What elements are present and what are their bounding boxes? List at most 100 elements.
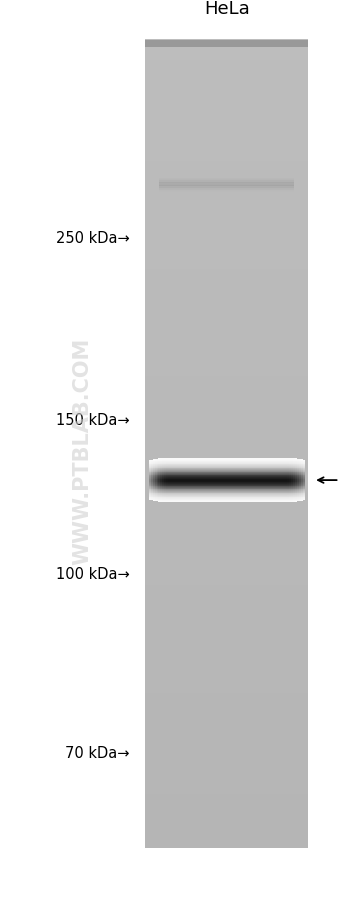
Bar (252, 487, 254, 488)
Bar (190, 464, 192, 465)
Bar (180, 481, 182, 483)
Bar (252, 494, 254, 496)
Bar (172, 470, 174, 471)
Bar (244, 495, 246, 497)
Bar (195, 489, 198, 491)
Bar (149, 478, 151, 480)
Bar (229, 460, 231, 462)
Bar (205, 491, 208, 492)
Bar (151, 498, 153, 500)
Bar (258, 461, 260, 463)
Bar (277, 471, 280, 473)
Bar (221, 473, 223, 474)
Bar (242, 464, 245, 465)
Bar (264, 465, 266, 467)
Bar (297, 466, 299, 468)
Bar (201, 473, 204, 474)
Bar (283, 458, 285, 460)
Bar (186, 482, 188, 483)
Bar (178, 482, 180, 483)
Bar (293, 493, 295, 495)
Bar (199, 459, 202, 461)
Bar (182, 489, 184, 491)
Bar (155, 485, 157, 487)
Bar (190, 460, 192, 462)
Bar (229, 461, 231, 463)
Bar (302, 471, 305, 473)
Bar (297, 488, 299, 490)
Bar (211, 461, 213, 463)
Bar (213, 475, 215, 477)
Bar (178, 472, 180, 474)
Bar (225, 483, 227, 485)
Bar (279, 492, 281, 494)
Bar (248, 499, 250, 501)
Bar (301, 480, 303, 482)
Bar (190, 480, 192, 482)
Bar (219, 487, 221, 489)
Bar (236, 470, 239, 471)
Bar (194, 474, 196, 475)
Bar (229, 492, 231, 493)
Bar (254, 466, 256, 468)
Bar (153, 466, 155, 468)
Bar (203, 482, 205, 483)
Bar (199, 501, 202, 502)
Bar (166, 481, 169, 483)
Bar (287, 482, 289, 483)
Bar (166, 462, 169, 464)
Bar (162, 495, 165, 497)
Bar (162, 483, 165, 485)
Bar (267, 481, 270, 483)
Bar (156, 467, 159, 469)
Bar (238, 458, 240, 460)
Bar (215, 462, 217, 464)
Bar (182, 465, 184, 466)
Bar (211, 458, 213, 460)
Bar (236, 482, 239, 483)
Bar (215, 483, 217, 484)
Bar (240, 487, 243, 489)
Bar (182, 482, 184, 483)
Bar (215, 475, 217, 477)
Bar (262, 490, 264, 492)
Bar (275, 459, 278, 461)
Bar (201, 489, 204, 491)
Bar (190, 499, 192, 501)
Bar (176, 487, 178, 488)
Bar (285, 487, 287, 489)
Bar (242, 474, 245, 475)
Bar (275, 472, 278, 474)
Bar (205, 467, 208, 469)
Bar (236, 488, 239, 490)
Bar (153, 464, 155, 465)
Bar (271, 479, 274, 481)
Bar (211, 485, 213, 487)
Bar (168, 470, 170, 471)
Bar (225, 480, 227, 482)
Bar (262, 475, 264, 477)
Bar (223, 487, 225, 489)
Bar (293, 483, 295, 484)
Bar (229, 474, 231, 476)
Bar (191, 492, 194, 493)
Bar (299, 487, 301, 488)
Bar (172, 468, 174, 470)
Bar (203, 467, 205, 469)
Bar (244, 480, 246, 482)
Bar (145, 713, 308, 720)
Bar (242, 477, 245, 479)
Bar (283, 464, 285, 465)
Bar (301, 475, 303, 476)
Bar (267, 499, 270, 501)
Bar (221, 464, 223, 465)
Bar (190, 484, 192, 486)
Bar (229, 491, 231, 492)
Bar (267, 466, 270, 468)
Bar (195, 476, 198, 478)
Bar (170, 499, 173, 501)
Bar (164, 500, 167, 502)
Bar (273, 464, 276, 465)
Bar (236, 471, 239, 473)
Bar (258, 460, 260, 462)
